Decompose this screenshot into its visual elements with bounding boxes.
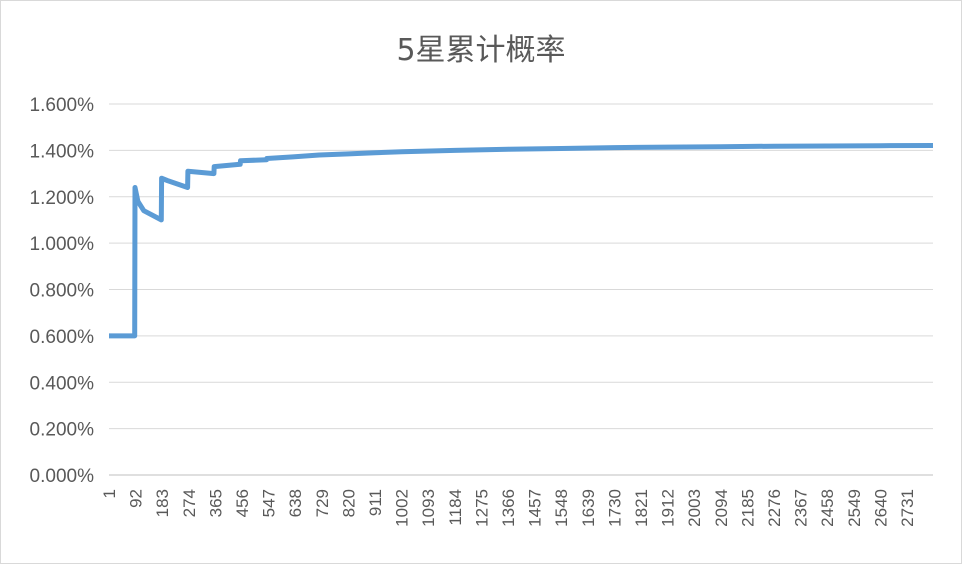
x-tick-label: 1275 (472, 489, 491, 527)
x-tick-label: 911 (366, 489, 385, 516)
series-line (109, 143, 934, 339)
x-tick-label: 638 (286, 489, 305, 517)
x-tick-label: 2731 (898, 489, 917, 527)
x-tick-label: 1 (100, 489, 119, 498)
x-tick-label: 820 (339, 489, 358, 517)
x-tick-label: 2549 (845, 489, 864, 527)
x-tick-label: 1184 (446, 489, 465, 526)
x-tick-label: 2367 (792, 489, 811, 527)
y-tick-label: 0.000% (30, 466, 95, 487)
y-tick-label: 1.600% (30, 95, 95, 116)
x-tick-label: 1093 (419, 489, 438, 527)
x-tick-label: 2094 (712, 489, 731, 527)
x-tick-label: 183 (153, 489, 172, 517)
x-tick-label: 2185 (738, 489, 757, 527)
x-tick-label: 729 (313, 489, 332, 517)
x-tick-label: 1639 (579, 489, 598, 527)
x-tick-label: 1730 (605, 489, 624, 527)
y-tick-label: 1.400% (30, 141, 95, 162)
x-tick-label: 547 (260, 489, 279, 517)
y-tick-label: 0.600% (30, 327, 95, 348)
x-tick-label: 2276 (765, 489, 784, 527)
x-tick-label: 1002 (393, 489, 412, 527)
x-tick-label: 2003 (685, 489, 704, 527)
y-tick-label: 0.200% (30, 420, 95, 441)
x-tick-label: 365 (206, 489, 225, 517)
x-tick-label: 1457 (526, 489, 545, 527)
y-tick-label: 0.400% (30, 373, 95, 394)
x-tick-label: 92 (127, 489, 146, 508)
y-tick-label: 1.000% (30, 234, 95, 255)
x-tick-label: 2640 (871, 489, 890, 527)
chart-title: 5星累计概率 (396, 33, 566, 68)
y-tick-label: 1.200% (30, 188, 95, 209)
x-tick-label: 1912 (659, 489, 678, 527)
x-tick-label: 1821 (632, 489, 651, 527)
x-tick-label: 2458 (818, 489, 837, 527)
x-tick-label: 274 (180, 489, 199, 517)
x-tick-label: 456 (233, 489, 252, 517)
x-tick-label: 1366 (499, 489, 518, 527)
y-tick-label: 0.800% (30, 281, 95, 302)
x-tick-label: 1548 (552, 489, 571, 527)
